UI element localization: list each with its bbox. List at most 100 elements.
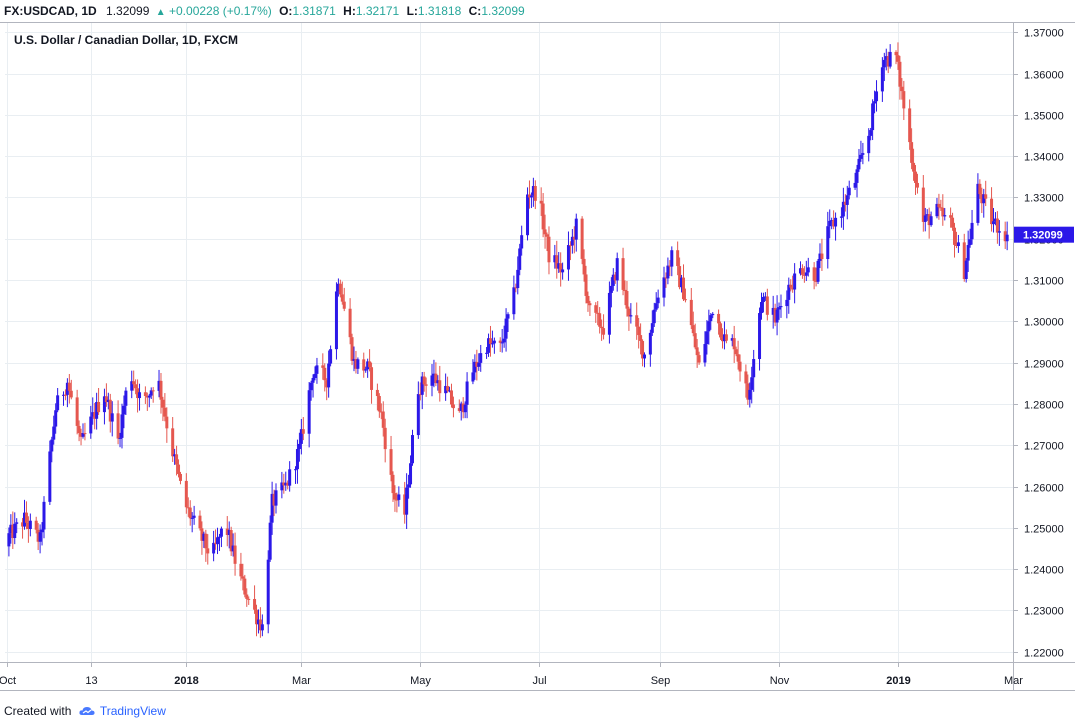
candle-body — [873, 101, 877, 104]
candle-body — [233, 545, 237, 564]
candle-body — [730, 338, 734, 341]
candle-body — [145, 396, 149, 398]
x-tick-label: Sep — [651, 675, 671, 687]
time-scale[interactable]: Oct 13 2018 Mar May Jul Sep Nov 2019 Mar — [0, 675, 1023, 687]
candle-body — [192, 515, 196, 518]
candle-body — [627, 308, 631, 317]
candle-body — [937, 203, 941, 208]
candle-body — [602, 328, 606, 335]
candle-body — [639, 335, 643, 341]
candle-body — [40, 529, 44, 533]
y-tick-label: 1.31000 — [1024, 276, 1064, 288]
candle-body — [364, 369, 368, 371]
candle-body — [574, 218, 578, 240]
candle-body — [800, 268, 804, 275]
candle-body — [284, 482, 288, 486]
candle-body — [818, 253, 822, 261]
candle-body — [241, 576, 245, 579]
candle-body — [884, 56, 888, 60]
y-tick-label: 1.33000 — [1024, 193, 1064, 205]
candle-body — [923, 215, 927, 222]
candle-body — [859, 154, 863, 159]
price-scale[interactable]: 1.22000 1.23000 1.24000 1.25000 1.26000 1.270… — [1024, 28, 1064, 660]
candle-body — [175, 454, 179, 465]
tradingview-cloud-icon — [79, 707, 95, 715]
candle-body — [791, 287, 795, 290]
candle-body — [171, 428, 175, 457]
price-chart[interactable]: 1.22000 1.23000 1.24000 1.25000 1.26000 1.270… — [0, 0, 1075, 700]
candle-body — [832, 220, 836, 227]
candle-body — [761, 296, 765, 303]
candle-body — [526, 194, 530, 236]
candle-body — [21, 522, 25, 527]
candle-body — [436, 380, 440, 384]
candle-body — [886, 56, 890, 67]
candle-body — [900, 86, 904, 92]
candle-body — [159, 380, 163, 400]
candle-body — [966, 245, 970, 261]
candle-body — [323, 367, 327, 381]
candle-body — [826, 226, 830, 260]
candle-body — [325, 380, 329, 388]
candle-body — [779, 306, 783, 308]
candle-body — [750, 377, 754, 390]
candle-body — [683, 299, 687, 301]
candle-body — [95, 401, 99, 419]
candle-body — [444, 385, 448, 394]
candle-body — [295, 449, 299, 470]
tradingview-credit[interactable]: Created with TradingView — [4, 704, 166, 718]
candle-body — [204, 533, 208, 549]
candle-body — [609, 285, 613, 293]
candle-body — [746, 383, 750, 400]
candle-body — [635, 315, 639, 327]
close-value: 1.32099 — [481, 4, 525, 18]
symbol-label[interactable]: FX:USDCAD, 1D — [4, 4, 97, 18]
candle-body — [340, 294, 344, 302]
candle-body — [990, 198, 994, 225]
high-label: H: — [343, 4, 356, 18]
candle-body — [120, 414, 124, 438]
last-price-tag-bg — [1014, 226, 1074, 243]
candle-body — [256, 619, 260, 625]
candle-body — [274, 490, 278, 506]
candle-body — [720, 337, 724, 342]
candle-body — [839, 216, 843, 218]
candle-body — [136, 388, 140, 399]
candle-body — [518, 248, 522, 270]
candle-body — [867, 135, 871, 154]
candle-body — [853, 182, 857, 188]
candle-body — [368, 361, 372, 368]
candle-body — [664, 277, 668, 279]
created-with-label: Created with — [4, 704, 72, 718]
up-arrow-icon: ▲ — [155, 7, 166, 18]
candle-body — [56, 395, 60, 411]
x-tick-label: Oct — [0, 675, 16, 687]
candle-body — [200, 528, 204, 541]
candle-body — [147, 395, 151, 398]
candle-body — [566, 245, 570, 270]
candle-body — [309, 382, 313, 391]
candle-body — [882, 59, 886, 68]
candle-body — [77, 425, 81, 434]
candle-body — [188, 507, 192, 519]
candle-body — [954, 244, 958, 246]
candle-body — [504, 318, 508, 339]
candle-body — [202, 533, 206, 541]
candle-body — [391, 474, 395, 494]
candle-body — [600, 326, 604, 329]
candle-body — [227, 530, 231, 535]
candle-body — [315, 365, 319, 374]
candle-body — [336, 283, 340, 292]
candle-body — [777, 307, 781, 310]
candle-body — [217, 536, 221, 538]
candle-body — [270, 493, 274, 523]
candle-body — [763, 296, 767, 298]
candle-body — [97, 401, 101, 413]
x-tick-label: Mar — [292, 675, 311, 687]
candle-body — [724, 334, 728, 341]
candle-body — [594, 305, 598, 313]
candle-body — [61, 394, 65, 396]
candle-body — [773, 307, 777, 323]
candle-body — [623, 289, 627, 292]
candle-body — [775, 309, 779, 323]
